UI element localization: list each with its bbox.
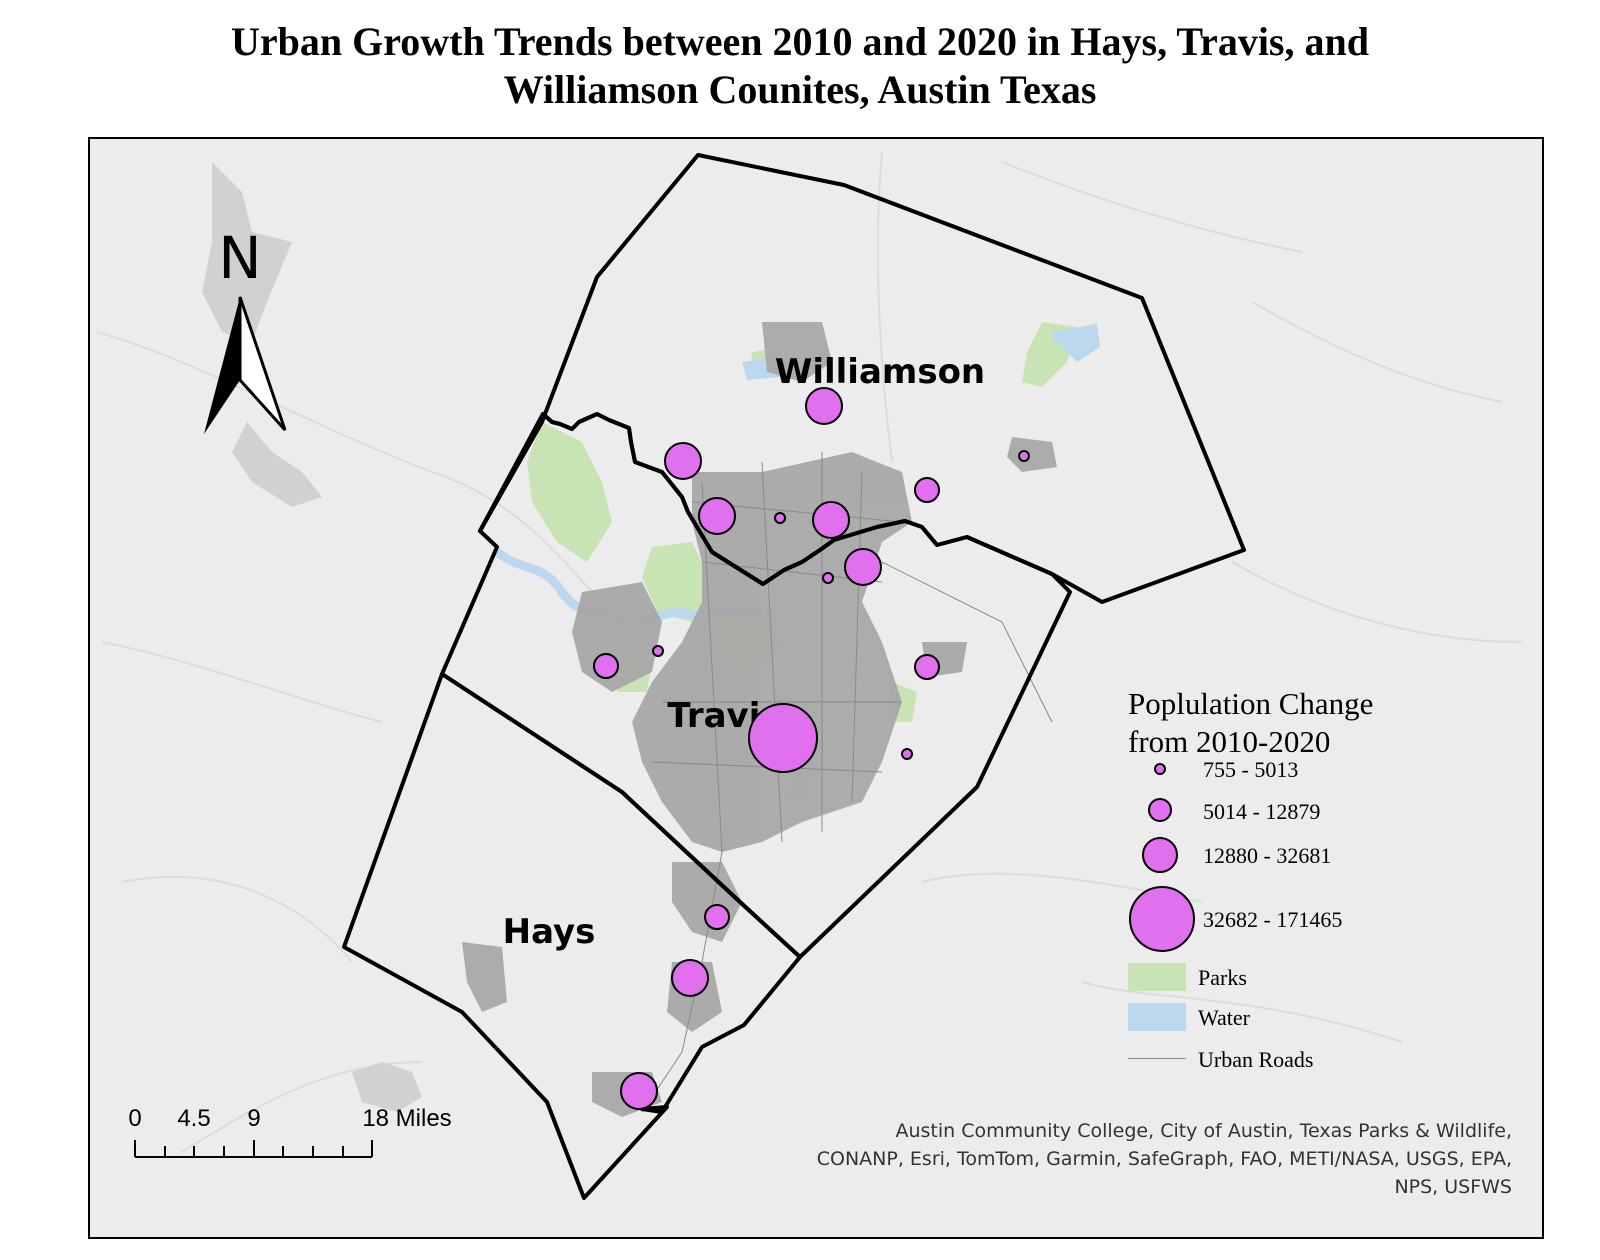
legend-label-class-1: 755 - 5013 (1203, 757, 1299, 782)
population-point-travis-9[interactable] (822, 572, 834, 584)
scale-tick-4-5: 4.5 (177, 1105, 210, 1132)
scale-bar: 0 4.5 9 18 Miles (128, 1105, 452, 1158)
county-boundaries (342, 153, 1246, 1200)
legend-title-line-1: Poplulation Change (1128, 686, 1374, 721)
population-point-williamson-1[interactable] (805, 387, 843, 425)
legend-label-class-2: 5014 - 12879 (1203, 799, 1321, 824)
population-point-williamson-5[interactable] (812, 501, 850, 539)
legend-label-water: Water (1198, 1005, 1250, 1030)
legend-row-class-1: 755 - 5013 (1154, 757, 1518, 797)
legend-circle-class-2 (1148, 798, 1172, 822)
population-point-travis-11[interactable] (652, 645, 664, 657)
population-point-travis-10[interactable] (593, 653, 619, 679)
attribution-line-1: Austin Community College, City of Austin… (895, 1120, 1512, 1142)
north-arrow: N (204, 224, 287, 434)
legend-row-class-4: 32682 - 171465 (1129, 885, 1518, 952)
legend-title-line-2: from 2010-2020 (1128, 724, 1331, 759)
population-point-williamson-3[interactable] (698, 497, 736, 535)
legend-label-parks: Parks (1198, 965, 1247, 990)
county-label-williamson: Williamson (775, 352, 985, 392)
population-point-travis-14[interactable] (901, 748, 913, 760)
legend-title: Poplulation Change from 2010-2020 (1128, 685, 1518, 761)
population-point-williamson-2[interactable] (664, 442, 702, 480)
legend-circle-class-1 (1154, 763, 1166, 775)
attribution-text: Austin Community College, City of Austin… (792, 1117, 1512, 1201)
legend-parks-swatch (1128, 963, 1186, 991)
population-point-travis-12[interactable] (914, 654, 940, 680)
map-title-line-2: Williamson Counites, Austin Texas (503, 67, 1097, 112)
map-title-line-1: Urban Growth Trends between 2010 and 202… (231, 19, 1369, 64)
legend-urban-roads-line (1128, 1058, 1186, 1059)
population-point-hays-17[interactable] (620, 1072, 658, 1110)
legend-row-parks: Parks (1128, 963, 1518, 1003)
map-frame[interactable]: Williamson Travis Hays N 0 4.5 9 18 Mile… (88, 137, 1544, 1239)
population-point-williamson-4[interactable] (774, 512, 786, 524)
map-canvas[interactable]: Williamson Travis Hays N 0 4.5 9 18 Mile… (90, 139, 1542, 1237)
attribution-line-2: CONANP, Esri, TomTom, Garmin, SafeGraph,… (816, 1148, 1512, 1170)
population-point-travis-8[interactable] (844, 548, 882, 586)
county-label-hays: Hays (503, 912, 596, 952)
scale-tick-0: 0 (128, 1105, 141, 1132)
population-point-williamson-7[interactable] (1018, 450, 1030, 462)
regional-roads (96, 151, 1523, 1153)
legend-row-class-3: 12880 - 32681 (1142, 835, 1518, 875)
attribution-line-3: NPS, USFWS (1394, 1176, 1512, 1198)
legend: Poplulation Change from 2010-2020 755 - … (1128, 685, 1518, 1105)
population-point-hays-15[interactable] (704, 904, 730, 930)
legend-water-swatch (1128, 1003, 1186, 1031)
legend-row-water: Water (1128, 1003, 1518, 1043)
north-arrow-icon (204, 296, 287, 434)
population-change-points (593, 387, 1030, 1110)
reservoir-shape (202, 162, 422, 1112)
legend-label-class-3: 12880 - 32681 (1203, 843, 1332, 868)
legend-row-urban-roads: Urban Roads (1128, 1045, 1518, 1085)
scale-tick-18-miles: 18 Miles (362, 1105, 451, 1132)
legend-circle-class-4 (1129, 886, 1195, 952)
legend-circle-class-3 (1142, 837, 1178, 873)
hays-boundary (342, 672, 802, 1200)
map-title: Urban Growth Trends between 2010 and 202… (0, 18, 1600, 114)
population-point-williamson-6[interactable] (914, 477, 940, 503)
north-arrow-letter: N (218, 224, 261, 292)
scale-tick-9: 9 (247, 1105, 260, 1132)
population-point-travis-13[interactable] (748, 703, 818, 773)
legend-row-class-2: 5014 - 12879 (1148, 795, 1518, 835)
population-point-hays-16[interactable] (671, 959, 709, 997)
legend-label-urban-roads: Urban Roads (1198, 1047, 1314, 1072)
legend-label-class-4: 32682 - 171465 (1203, 907, 1343, 932)
